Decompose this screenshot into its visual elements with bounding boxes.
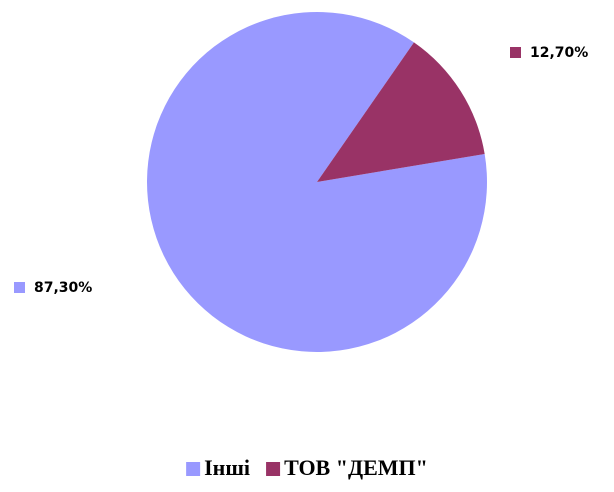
data-label: 87,30% — [34, 280, 92, 296]
label-marker — [510, 47, 521, 58]
pie-slice — [317, 42, 485, 183]
legend-label: ТОВ "ДЕМП" — [284, 455, 428, 480]
data-label: 12,70% — [530, 45, 588, 61]
label-marker — [14, 282, 25, 293]
legend-label: Інші — [204, 455, 250, 480]
legend-swatch — [186, 462, 201, 476]
legend-swatch — [266, 462, 281, 476]
